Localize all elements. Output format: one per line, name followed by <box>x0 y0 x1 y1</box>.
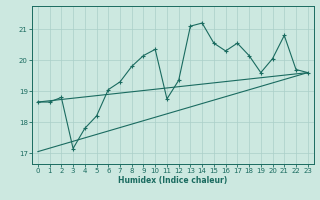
X-axis label: Humidex (Indice chaleur): Humidex (Indice chaleur) <box>118 176 228 185</box>
